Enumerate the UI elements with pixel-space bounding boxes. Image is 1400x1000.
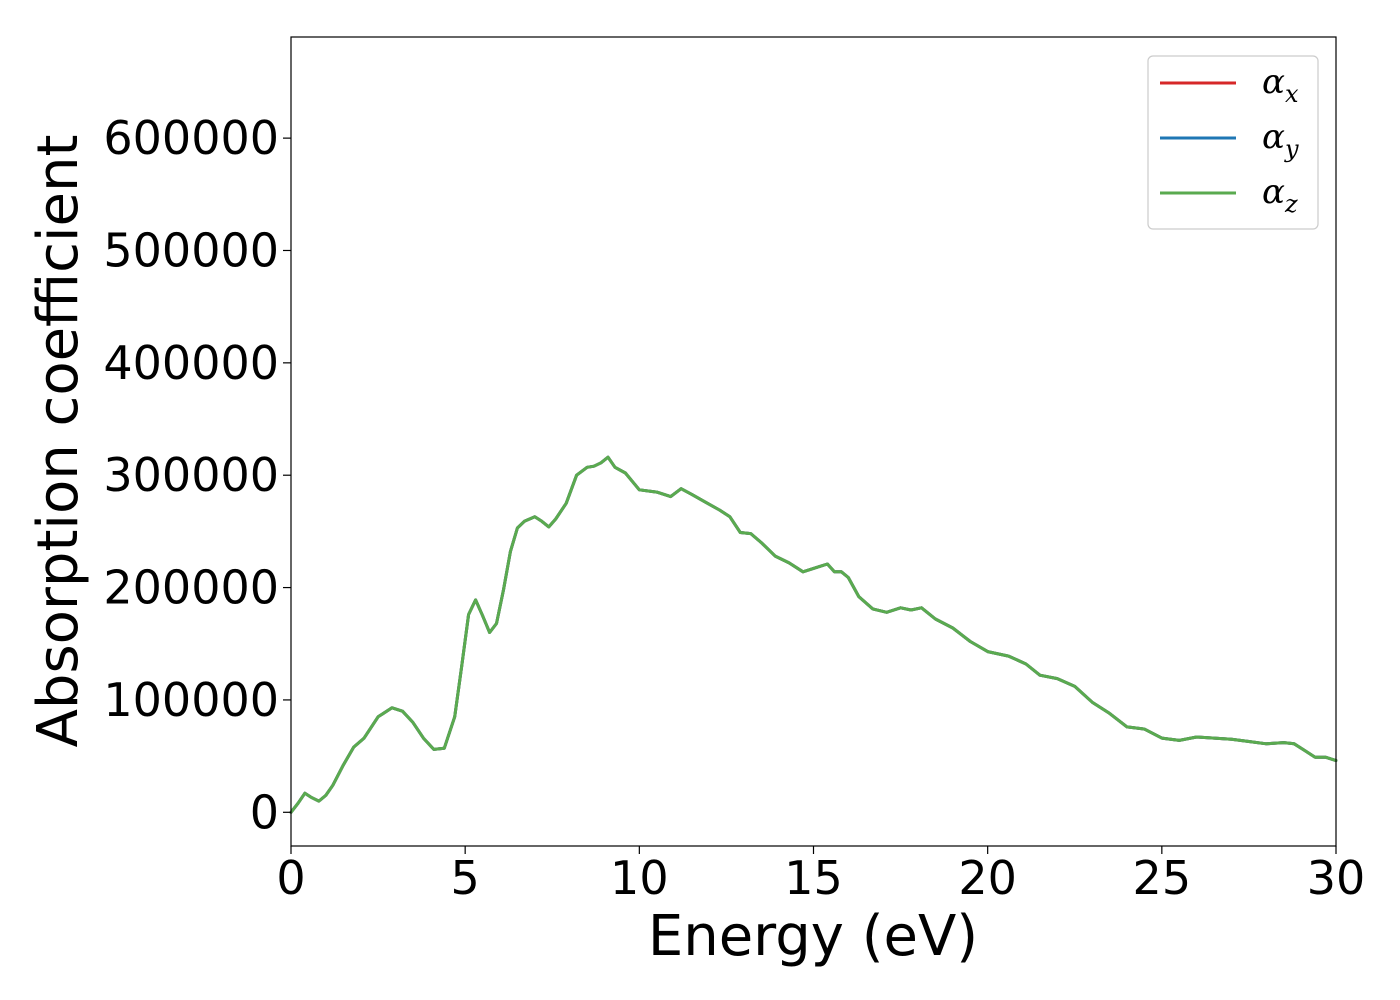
x-tick-label: 10 <box>610 851 669 905</box>
y-axis-title: Absorption coefficient <box>26 135 91 748</box>
x-tick-label: 25 <box>1133 851 1192 905</box>
series-line-αz <box>289 455 1338 814</box>
y-tick-label: 500000 <box>103 223 279 277</box>
y-tick-label: 100000 <box>103 673 279 727</box>
x-axis-title: Energy (eV) <box>648 904 978 969</box>
x-tick-label: 0 <box>276 851 305 905</box>
x-axis: 0 5 10 15 20 25 30 <box>276 846 1365 905</box>
x-tick-label: 20 <box>958 851 1017 905</box>
series-layer <box>289 455 1338 814</box>
x-tick-label: 5 <box>451 851 480 905</box>
legend-box <box>1147 55 1319 230</box>
y-tick-label: 200000 <box>103 561 279 615</box>
x-tick-label: 15 <box>784 851 843 905</box>
y-tick-label: 300000 <box>103 448 279 502</box>
y-tick-label: 400000 <box>103 336 279 390</box>
x-tick-label: 30 <box>1307 851 1366 905</box>
y-axis: 0 100000 200000 300000 400000 500000 600000 <box>103 111 291 839</box>
y-tick-label: 0 <box>250 785 279 839</box>
y-tick-label: 600000 <box>103 111 279 165</box>
